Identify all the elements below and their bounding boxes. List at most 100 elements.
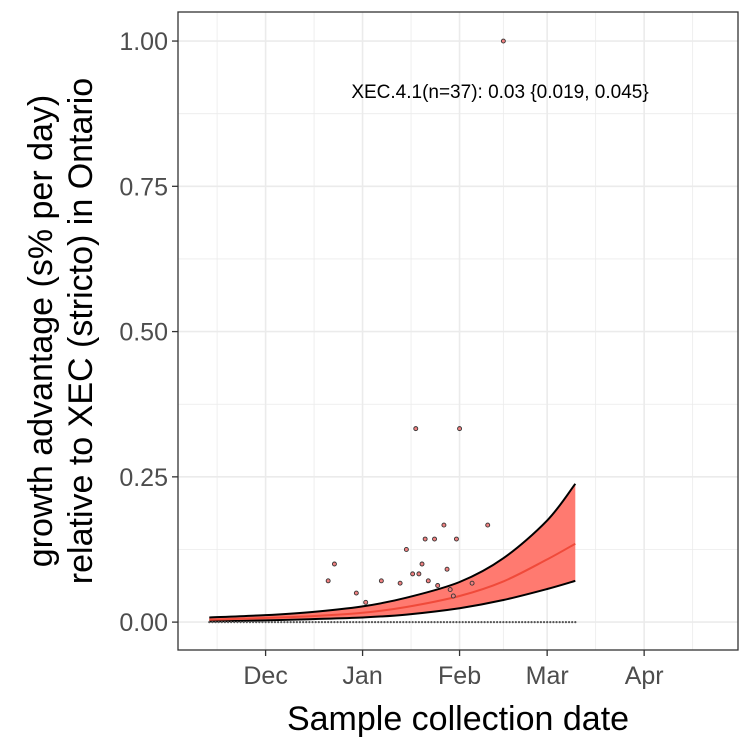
zero-point [251,621,255,624]
zero-point [395,621,399,624]
zero-point [511,621,514,624]
data-point [441,522,447,528]
zero-point [445,621,449,624]
zero-point [236,621,239,624]
plot-panel: XEC.4.1(n=37): 0.03 {0.019, 0.045} [177,11,739,651]
zero-point [280,621,283,624]
data-point [457,426,463,432]
zero-point [555,621,558,624]
data-point [450,593,456,599]
zero-point [414,621,417,624]
data-point [469,580,475,586]
zero-point [242,621,245,624]
y-tick-label: 0.50 [119,319,168,347]
zero-point [283,621,286,624]
zero-point [267,621,270,624]
data-point [444,566,450,572]
zero-point [411,621,414,624]
zero-point [380,621,383,624]
zero-point [530,621,533,624]
data-point [410,571,416,577]
zero-point [333,621,336,624]
data-point [363,599,369,605]
zero-point [461,621,464,624]
zero-point [477,621,480,624]
zero-point [486,621,489,624]
zero-point [248,621,252,624]
x-tick-label: Jan [342,662,382,690]
zero-point [345,621,349,624]
data-point [422,536,428,542]
zero-point [255,621,258,624]
zero-point [430,621,433,624]
zero-point [264,621,267,624]
zero-point [367,621,370,624]
zero-point [298,621,302,624]
zero-point [311,621,314,624]
data-point [500,38,506,44]
y-axis-title-line2: relative to XEC (stricto) in Ontario [62,78,100,584]
zero-point [358,621,361,624]
zero-point [211,621,214,624]
zero-point [449,621,452,624]
x-tick-label: Feb [438,662,481,690]
zero-point [399,621,402,624]
zero-point [317,621,320,624]
zero-point [361,621,364,624]
fit-line [209,542,576,621]
zero-point [223,621,227,624]
zero-point [427,621,430,624]
data-point [419,561,425,567]
zero-point [220,621,223,624]
x-tick-label: Dec [243,662,287,690]
zero-point [442,621,446,624]
zero-point [480,621,483,624]
growth-annotation: XEC.4.1(n=37): 0.03 {0.019, 0.045} [351,82,648,103]
zero-point [533,621,536,624]
y-tick-label: 0.75 [119,173,168,201]
data-point [325,578,331,584]
zero-point [239,621,242,624]
zero-point [539,621,543,624]
zero-point [542,621,546,624]
zero-point [336,621,339,624]
y-axis-title-line1: growth advantage (s% per day) [22,95,60,567]
zero-point [558,621,561,624]
data-point [425,578,431,584]
zero-point [273,621,277,624]
y-tick-label: 0.00 [119,609,168,637]
zero-point [339,621,342,624]
x-tick-label: Apr [625,662,664,690]
y-tick-label: 0.25 [119,464,168,492]
zero-point [302,621,305,624]
zero-point [226,621,230,624]
data-points [208,38,577,624]
confidence-ribbon [209,483,576,622]
zero-point [564,621,568,624]
zero-point [455,621,458,624]
zero-point [417,621,420,624]
zero-point [408,621,411,624]
zero-point [389,621,392,624]
zero-point [386,621,389,624]
zero-point [571,621,574,624]
zero-point [470,621,474,624]
zero-point [424,621,427,624]
zero-point [348,621,352,624]
zero-point [524,621,527,624]
zero-point [364,621,367,624]
zero-point [320,621,324,624]
zero-point [355,621,358,624]
data-point [331,561,337,567]
x-tick-label: Mar [526,662,569,690]
zero-point [217,621,220,624]
zero-point [467,621,471,624]
zero-point [508,621,511,624]
data-point [435,583,441,588]
zero-point [433,621,436,624]
x-axis: Dec Jan Feb Mar Apr [243,650,664,690]
data-point [453,536,459,542]
zero-point [452,621,455,624]
zero-point [292,621,295,624]
